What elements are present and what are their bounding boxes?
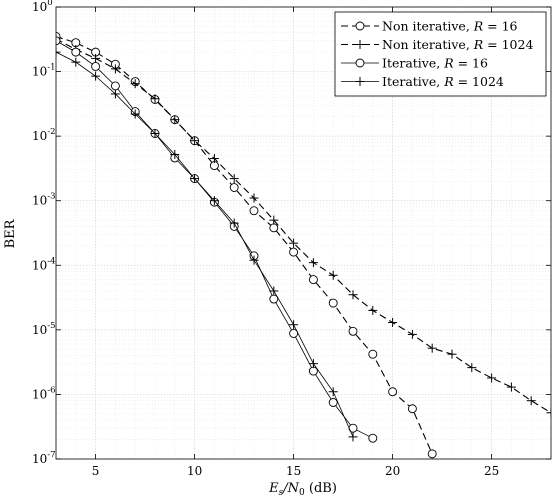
x-tick-label: 10 (187, 464, 202, 478)
data-point (209, 154, 219, 164)
data-point (348, 432, 358, 442)
data-point (269, 215, 279, 225)
data-point (487, 373, 497, 383)
legend-entry: Non iterative, R = 16 (341, 19, 518, 34)
data-point (229, 218, 239, 228)
data-point (355, 40, 365, 49)
series (56, 47, 358, 442)
plot-frame (55, 6, 552, 460)
data-point (249, 255, 259, 265)
legend-entry: Iterative, R = 1024 (341, 74, 504, 89)
y-tick-label: 10-6 (32, 385, 56, 401)
data-point (328, 270, 338, 280)
series-line (56, 38, 551, 414)
data-point (407, 329, 417, 339)
legend: Non iterative, R = 16 Non iterative, R = … (334, 11, 547, 97)
data-point (289, 320, 299, 330)
data-point (110, 64, 120, 74)
series (56, 34, 551, 418)
data-point (368, 433, 378, 443)
data-point (229, 183, 239, 192)
series-layer (56, 31, 551, 459)
data-point (289, 247, 299, 257)
data-point (308, 359, 318, 369)
legend-label: Iterative, R = 16 (382, 56, 488, 71)
x-tick-label: 25 (484, 464, 499, 478)
x-tick-labels: 5 10 15 20 25 (92, 464, 499, 478)
data-point (170, 115, 180, 125)
data-point (130, 109, 140, 119)
legend-label: Non iterative, R = 1024 (382, 37, 533, 52)
x-tick-label: 15 (286, 464, 301, 478)
data-point (56, 36, 61, 46)
data-point (209, 196, 219, 206)
data-point (150, 128, 160, 138)
data-point (348, 326, 358, 336)
axis-ticks (56, 6, 551, 460)
data-point (249, 193, 259, 203)
data-point (91, 62, 101, 71)
data-point (355, 77, 365, 86)
data-point (269, 223, 279, 233)
y-axis-label: BER (3, 218, 18, 248)
data-point (289, 238, 299, 248)
data-point (308, 258, 318, 268)
data-point (526, 396, 536, 406)
data-point (229, 174, 239, 184)
data-point (110, 89, 120, 99)
data-point (407, 404, 417, 414)
x-tick-label: 20 (385, 464, 400, 478)
y-tick-label: 10-3 (32, 192, 56, 208)
data-point (328, 387, 338, 397)
x-axis-label: Es/N0 (dB) (268, 481, 337, 498)
data-point (328, 398, 338, 407)
data-point (427, 343, 437, 353)
y-tick-label: 10-2 (32, 127, 56, 143)
data-point (546, 408, 551, 418)
legend-box (334, 11, 547, 97)
series-line (56, 51, 354, 438)
data-point (355, 58, 365, 68)
data-point (427, 449, 437, 459)
data-point (348, 290, 358, 300)
data-point (447, 349, 457, 359)
y-tick-labels: 100 10-1 10-2 10-3 10-4 10-5 10-6 10-7 (32, 0, 56, 466)
data-point (71, 57, 81, 67)
legend-entry: Non iterative, R = 1024 (341, 37, 533, 52)
y-tick-label: 10-7 (32, 450, 56, 466)
data-point (249, 206, 259, 216)
data-point (368, 305, 378, 315)
data-point (91, 53, 101, 63)
data-point (71, 47, 81, 57)
data-point (467, 363, 477, 373)
data-point (91, 71, 101, 81)
data-point (368, 349, 378, 359)
data-point (388, 387, 398, 397)
data-point (150, 94, 160, 104)
data-point (308, 275, 318, 285)
data-point (56, 47, 61, 57)
y-tick-label: 10-4 (32, 256, 56, 272)
legend-label: Iterative, R = 1024 (382, 74, 504, 89)
data-point (170, 149, 180, 159)
data-point (130, 79, 140, 89)
data-point (190, 136, 200, 146)
data-point (506, 382, 516, 392)
data-point (190, 174, 200, 184)
data-point (110, 81, 120, 91)
legend-label: Non iterative, R = 16 (382, 19, 518, 34)
y-tick-label: 100 (32, 0, 53, 14)
legend-entry: Iterative, R = 16 (341, 56, 488, 71)
y-tick-label: 10-1 (32, 63, 56, 79)
data-point (355, 21, 365, 31)
x-tick-label: 5 (92, 464, 100, 478)
data-point (269, 286, 279, 296)
y-tick-label: 10-5 (32, 321, 56, 337)
data-point (328, 298, 338, 308)
data-point (388, 317, 398, 327)
